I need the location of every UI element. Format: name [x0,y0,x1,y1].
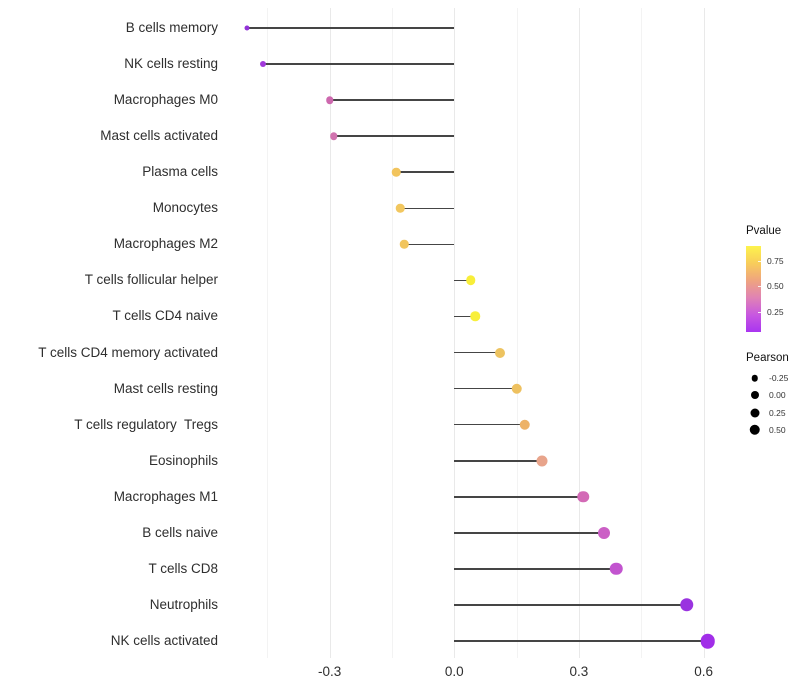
lollipop-stem [454,279,471,282]
lollipop-stem [454,387,517,390]
lollipop-dot [400,240,409,249]
major-gridline [454,8,456,658]
legend-size-dot [750,391,759,400]
lollipop-stem [454,640,708,642]
lollipop-stem [454,604,687,606]
lollipop-stem [454,459,542,462]
lollipop-stem [400,207,455,210]
minor-gridline [267,8,269,658]
lollipop-dot [330,132,338,140]
lollipop-dot [700,633,715,649]
y-axis-label: Macrophages M1 [113,488,218,504]
y-axis-label: Plasma cells [142,164,218,180]
lollipop-dot [597,526,610,539]
legend-pvalue-title: Pvalue [746,225,782,237]
lollipop-stem [396,171,455,174]
y-axis-label: Neutrophils [149,596,218,612]
lollipop-dot [577,491,589,503]
x-axis-tick-label: 0.0 [444,664,464,679]
y-axis-label: Macrophages M2 [113,236,218,252]
legend-size-label: -0.25 [769,373,789,383]
lollipop-dot [495,347,505,358]
legend-size-label: 0.50 [769,424,786,435]
lollipop-stem [454,423,525,426]
lollipop-dot [466,275,476,286]
colorbar-tick-mark [758,286,761,288]
x-axis-tick-label: 0.3 [569,664,589,679]
colorbar-tick-label: 0.50 [767,281,784,292]
y-axis-label: T cells CD4 naive [112,308,218,324]
y-axis-label: T cells CD4 memory activated [38,344,218,360]
legend-size-dot [751,374,758,382]
minor-gridline [516,8,518,658]
colorbar-tick-mark [758,311,761,313]
minor-gridline [391,8,393,658]
x-axis-tick-label: 0.6 [694,664,713,679]
lollipop-dot [396,204,405,213]
y-axis-label: T cells follicular helper [84,272,218,288]
y-axis-label: B cells naive [142,524,218,540]
lollipop-stem [246,27,455,29]
minor-gridline [641,8,643,658]
y-axis-label: Monocytes [152,200,218,216]
pvalue-colorbar [746,246,761,332]
lollipop-dot [519,419,531,430]
y-axis-label: Macrophages M0 [113,92,218,108]
colorbar-tick-label: 0.25 [767,306,784,317]
lollipop-dot [680,598,694,612]
lollipop-stem [454,568,617,570]
y-axis-label: T cells CD8 [148,560,218,576]
lollipop-dot [511,383,522,394]
lollipop-stem [454,495,584,498]
lollipop-stem [333,135,455,137]
major-gridline [578,8,580,658]
y-axis-label: Mast cells activated [100,128,218,144]
y-axis-label: NK cells resting [124,56,218,72]
lollipop-dot [391,167,401,177]
lollipop-dot [536,455,548,467]
legend-size-dot [749,424,760,436]
lollipop-stem [454,315,476,318]
lollipop-stem [329,99,455,101]
lollipop-stem [263,63,455,65]
lollipop-stem [454,532,604,534]
major-gridline [703,8,705,658]
legend-size-dot [750,408,759,418]
major-gridline [329,8,331,658]
legend-pearson-title: Pearson [746,352,789,364]
y-axis-label: Mast cells resting [113,380,218,396]
colorbar-tick-mark [758,261,761,263]
lollipop-dot [470,311,480,322]
y-axis-label: T cells regulatory Tregs [74,416,218,432]
y-axis-label: B cells memory [125,20,218,35]
lollipop-stem [404,243,455,246]
colorbar-tick-label: 0.75 [767,256,784,267]
y-axis-label: NK cells activated [110,633,218,649]
lollipop-stem [454,351,500,354]
lollipop-dot [260,61,267,68]
legend-size-label: 0.25 [769,407,786,418]
y-axis-label: Eosinophils [148,452,218,468]
x-axis-tick-label: -0.3 [318,664,342,679]
lollipop-dot [610,562,623,576]
lollipop-dot [244,25,250,31]
lollipop-dot [325,96,334,104]
legend-size-label: 0.00 [769,390,786,401]
